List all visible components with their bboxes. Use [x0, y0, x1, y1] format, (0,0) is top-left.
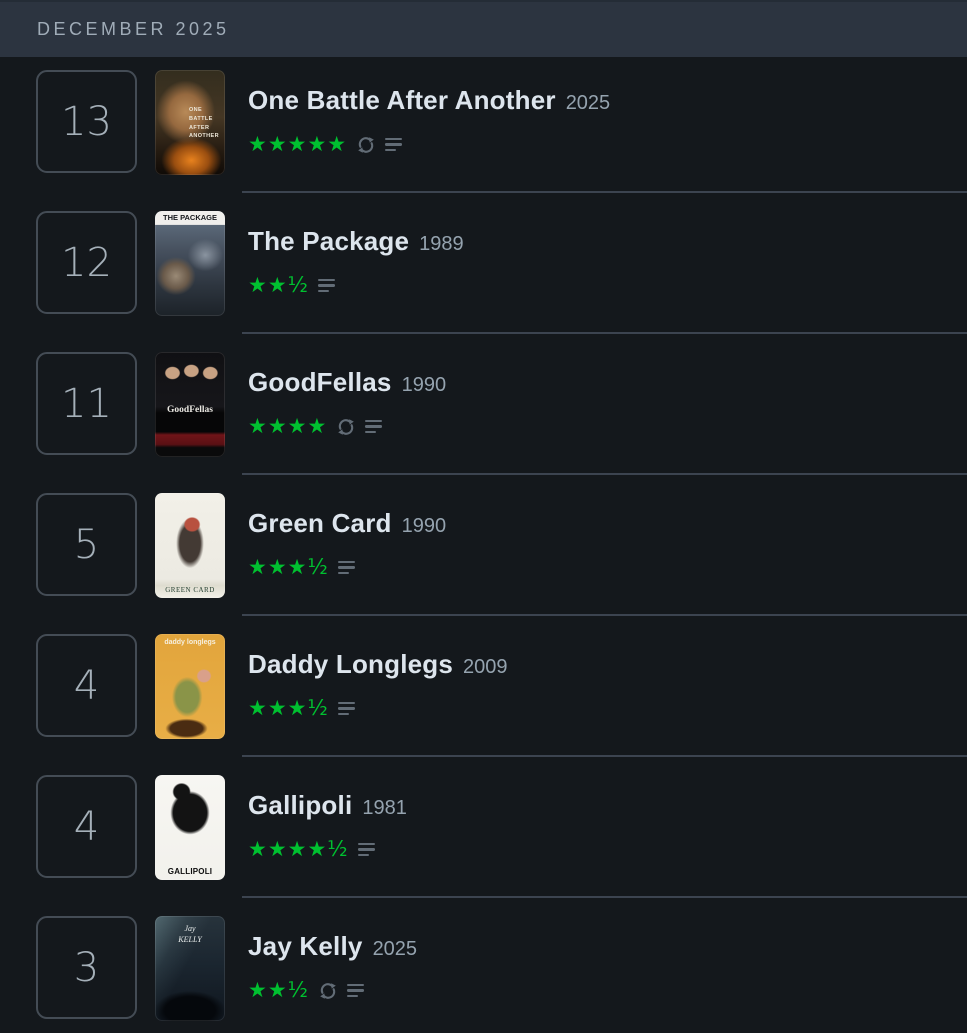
star-rating: ★★★½	[248, 696, 329, 720]
title-line: Jay Kelly 2025	[248, 932, 417, 963]
film-poster[interactable]: GREEN CARD	[155, 493, 225, 598]
film-year[interactable]: 1981	[362, 797, 407, 819]
day-number: 3	[73, 944, 100, 991]
entry-info: One Battle After Another 2025 ★★★★★	[248, 70, 610, 155]
film-title[interactable]: The Package	[248, 226, 410, 256]
rating-line: ★★★½	[248, 698, 508, 719]
rating-line: ★★★½	[248, 557, 446, 578]
film-year[interactable]: 2025	[565, 92, 611, 114]
day-box[interactable]: 12	[36, 211, 137, 314]
film-title[interactable]: Jay Kelly	[248, 931, 363, 961]
film-title[interactable]: Green Card	[248, 508, 392, 538]
entry-info: GoodFellas 1990 ★★★★	[248, 352, 446, 437]
review-icon[interactable]	[357, 842, 375, 857]
diary-entry: 5 GREEN CARD Green Card 1990 ★★★½	[36, 493, 967, 616]
film-poster[interactable]: THE PACKAGE	[155, 211, 225, 316]
review-icon[interactable]	[337, 560, 355, 575]
title-line: The Package 1989	[248, 227, 464, 258]
day-box[interactable]: 11	[36, 352, 137, 455]
review-icon[interactable]	[385, 137, 403, 152]
day-box[interactable]: 5	[36, 493, 137, 596]
diary-list: 13 ONE BATTLE AFTER ANOTHER One Battle A…	[0, 57, 967, 1021]
poster-art: THE PACKAGE	[162, 213, 218, 222]
poster-art: GALLIPOLI	[167, 867, 213, 876]
film-year[interactable]: 1990	[401, 374, 447, 396]
day-box[interactable]: 13	[36, 70, 137, 173]
film-title[interactable]: One Battle After Another	[248, 85, 556, 115]
star-rating: ★★★½	[248, 555, 329, 579]
poster-art: GREEN CARD	[165, 586, 215, 594]
title-line: Daddy Longlegs 2009	[248, 650, 508, 681]
day-number: 5	[73, 521, 100, 568]
film-poster[interactable]: GALLIPOLI	[155, 775, 225, 880]
review-icon[interactable]	[318, 278, 336, 293]
film-poster[interactable]: GoodFellas	[155, 352, 225, 457]
title-line: One Battle After Another 2025	[248, 86, 610, 117]
rating-line: ★★★★	[248, 416, 446, 437]
poster-art: ONE BATTLE AFTER ANOTHER	[189, 107, 219, 140]
review-icon[interactable]	[337, 701, 355, 716]
rating-line: ★★★★½	[248, 839, 407, 860]
film-year[interactable]: 2025	[372, 938, 418, 960]
title-line: GoodFellas 1990	[248, 368, 446, 399]
day-box[interactable]: 4	[36, 775, 137, 878]
month-title: DECEMBER 2025	[37, 19, 230, 39]
title-line: Gallipoli 1981	[248, 791, 407, 822]
day-box[interactable]: 4	[36, 634, 137, 737]
star-rating: ★★★★★	[248, 132, 348, 156]
rewatch-icon	[356, 135, 376, 155]
entry-info: Daddy Longlegs 2009 ★★★½	[248, 634, 508, 719]
day-number: 4	[73, 662, 100, 709]
day-number: 12	[61, 239, 112, 286]
film-poster[interactable]: ONE BATTLE AFTER ANOTHER	[155, 70, 225, 175]
star-rating: ★★½	[248, 273, 310, 297]
title-line: Green Card 1990	[248, 509, 446, 540]
film-poster[interactable]: Jay KELLY	[155, 916, 225, 1021]
film-year[interactable]: 1989	[419, 233, 464, 255]
star-rating: ★★½	[248, 978, 310, 1002]
rating-line: ★★½	[248, 980, 417, 1001]
star-rating: ★★★★	[248, 414, 328, 438]
day-number: 13	[61, 98, 112, 145]
rewatch-icon	[318, 981, 338, 1001]
diary-entry: 3 Jay KELLY Jay Kelly 2025 ★★½	[36, 916, 967, 1021]
day-number: 4	[73, 803, 100, 850]
rating-line: ★★★★★	[248, 134, 610, 155]
diary-entry: 4 GALLIPOLI Gallipoli 1981 ★★★★½	[36, 775, 967, 898]
star-rating: ★★★★½	[248, 837, 349, 861]
diary-entry: 11 GoodFellas GoodFellas 1990 ★★★★	[36, 352, 967, 475]
day-number: 11	[61, 380, 112, 427]
diary-entry: 13 ONE BATTLE AFTER ANOTHER One Battle A…	[36, 70, 967, 193]
review-icon[interactable]	[365, 419, 383, 434]
poster-art: Jay KELLY	[178, 924, 202, 944]
film-poster[interactable]: daddy longlegs	[155, 634, 225, 739]
diary-entry: 12 THE PACKAGE The Package 1989 ★★½	[36, 211, 967, 334]
film-year[interactable]: 1990	[401, 515, 447, 537]
entry-info: Green Card 1990 ★★★½	[248, 493, 446, 578]
day-box[interactable]: 3	[36, 916, 137, 1019]
entry-info: Gallipoli 1981 ★★★★½	[248, 775, 407, 860]
poster-art: GoodFellas	[167, 405, 213, 415]
entry-info: The Package 1989 ★★½	[248, 211, 464, 296]
film-title[interactable]: Gallipoli	[248, 790, 353, 820]
entry-info: Jay Kelly 2025 ★★½	[248, 916, 417, 1001]
rating-line: ★★½	[248, 275, 464, 296]
rewatch-icon	[336, 417, 356, 437]
film-year[interactable]: 2009	[463, 656, 508, 678]
poster-art: daddy longlegs	[164, 639, 216, 646]
film-title[interactable]: GoodFellas	[248, 367, 392, 397]
diary-entry: 4 daddy longlegs Daddy Longlegs 2009 ★★★…	[36, 634, 967, 757]
review-icon[interactable]	[347, 983, 365, 998]
film-title[interactable]: Daddy Longlegs	[248, 649, 454, 679]
month-header: DECEMBER 2025	[0, 0, 967, 57]
